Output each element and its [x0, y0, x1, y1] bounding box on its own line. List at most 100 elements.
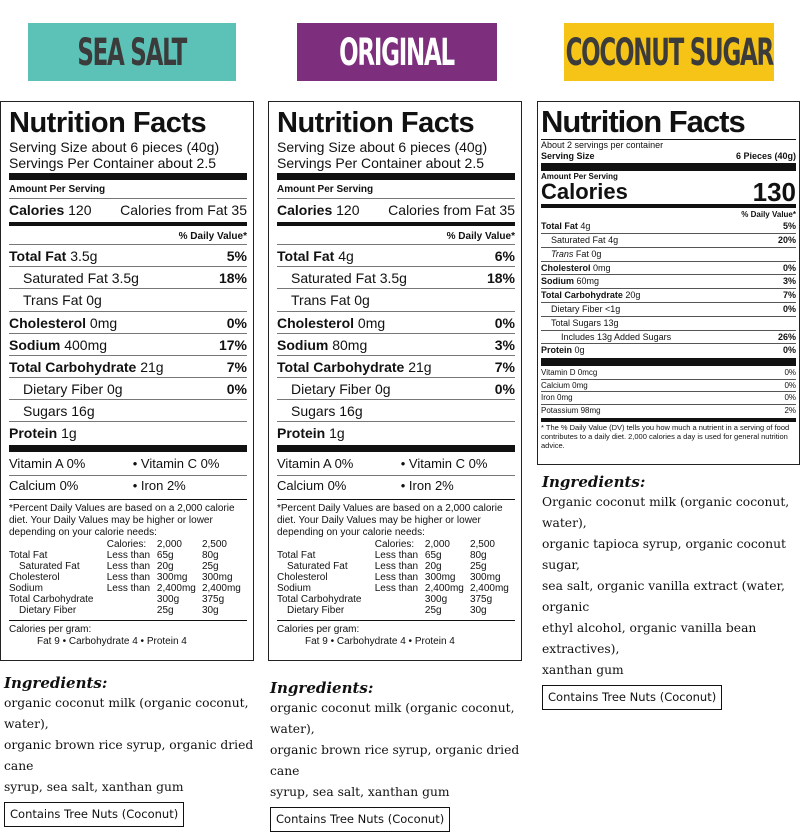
- daily-value-table-row: Calories: 2,000 2,500: [106, 539, 227, 550]
- nutrient-row: Saturated Fat 4g 20%: [541, 232, 796, 247]
- ingredients-line: organic coconut milk (organic coconut, w…: [270, 701, 515, 736]
- ingredients-title: Ingredients:: [4, 674, 108, 692]
- ingredients-line: xanthan gum: [542, 663, 624, 677]
- daily-value-table-row: Total Carbohydrate 300g 375g: [9, 594, 225, 605]
- carbohydrate-row: Total Carbohydrate 21g 7%: [9, 354, 247, 377]
- nutrition-label-coconut-sugar: Nutrition Facts About 2 servings per con…: [537, 101, 800, 465]
- ingredients-original: Ingredients: organic coconut milk (organ…: [270, 678, 530, 832]
- allergen-box: Contains Tree Nuts (Coconut): [4, 802, 185, 827]
- calories-row: Calories 120 Calories from Fat 35: [9, 197, 247, 220]
- daily-value-table: Calories: 2,000 2,500 Total Fat Less than 65g…: [277, 539, 515, 616]
- ingredients-title: Ingredients:: [542, 473, 646, 491]
- daily-value-table-row: Total Carbohydrate 300g 375g: [277, 594, 493, 605]
- footnote: *Percent Daily Values are based on a 2,0…: [277, 503, 503, 538]
- daily-value-table-row: Saturated Fat Less than 20g 25g: [287, 561, 487, 572]
- nutrition-facts-title: Nutrition Facts: [277, 107, 475, 139]
- total-fat-row: Total Fat 4g 6%: [277, 244, 515, 266]
- ingredients-line: Organic coconut milk (organic coconut, w…: [542, 495, 790, 530]
- daily-value-table-row: Cholesterol Less than 300mg 300mg: [277, 572, 501, 583]
- serving-size: Serving Size 6 Pieces (40g): [541, 150, 796, 161]
- sugars-row: Sugars 16g: [9, 398, 247, 421]
- ingredients-line: syrup, sea salt, xanthan gum: [4, 780, 184, 794]
- banner-sea-salt: SEA SALT: [28, 23, 236, 81]
- calories-per-gram-values: Fat 9 • Carbohydrate 4 • Protein 4: [305, 636, 455, 647]
- calories-row: Calories 130: [541, 176, 796, 207]
- daily-value-table-row: Calories: 2,000 2,500: [374, 539, 495, 550]
- servings-per-container: About 2 servings per container: [541, 140, 664, 150]
- total-fat-row: Total Fat 3.5g 5%: [9, 244, 247, 266]
- nutrition-facts-title: Nutrition Facts: [9, 107, 207, 139]
- ingredients-line: sea salt, organic vanilla extract (water…: [542, 579, 785, 614]
- nutrition-label-original: Nutrition Facts Serving Size about 6 pie…: [268, 101, 522, 661]
- ingredients-line: ethyl alcohol, organic vanilla bean extr…: [542, 621, 757, 656]
- nutrient-row: Total Fat 4g 5%: [541, 221, 796, 232]
- servings-per-container: Servings Per Container about 2.5: [9, 155, 217, 172]
- nutrient-row: Protein 0g 0%: [541, 343, 796, 356]
- sugars-row: Sugars 16g: [277, 398, 515, 421]
- servings-per-container: Servings Per Container about 2.5: [277, 155, 485, 172]
- ingredients-coconut-sugar: Ingredients: Organic coconut milk (organ…: [542, 472, 800, 710]
- banner-original: ORIGINAL: [297, 23, 497, 81]
- daily-value-table-row: Dietary Fiber 25g 30g: [19, 605, 219, 616]
- fiber-row: Dietary Fiber 0g 0%: [9, 376, 247, 399]
- trans-fat-row: Trans Fat 0g: [9, 288, 247, 310]
- cholesterol-row: Cholesterol 0mg 0%: [9, 310, 247, 333]
- calories-row: Calories 120 Calories from Fat 35: [277, 197, 515, 220]
- daily-value-table: Calories: 2,000 2,500 Total Fat Less than 65g…: [9, 539, 247, 616]
- daily-value-table-row: Saturated Fat Less than 20g 25g: [19, 561, 219, 572]
- allergen-box: Contains Tree Nuts (Coconut): [270, 807, 451, 832]
- calories-per-gram-label: Calories per gram:: [277, 624, 360, 635]
- daily-value-header: % Daily Value*: [446, 230, 515, 242]
- saturated-fat-row: Saturated Fat 3.5g 18%: [9, 266, 247, 288]
- sodium-row: Sodium 400mg 17%: [9, 332, 247, 355]
- nutrient-row: Total Carbohydrate 20g 7%: [541, 288, 796, 301]
- cholesterol-row: Cholesterol 0mg 0%: [277, 310, 515, 333]
- vitamin-row: Potassium 98mg 2%: [541, 403, 796, 415]
- ingredients-title: Ingredients:: [270, 679, 374, 697]
- nutrient-row: Cholesterol 0mg 0%: [541, 260, 796, 273]
- calories-per-gram-values: Fat 9 • Carbohydrate 4 • Protein 4: [37, 636, 187, 647]
- saturated-fat-row: Saturated Fat 3.5g 18%: [277, 266, 515, 288]
- serving-size: Serving Size about 6 pieces (40g): [277, 139, 488, 155]
- nutrient-row: Total Sugars 13g: [541, 315, 796, 330]
- carbohydrate-row: Total Carbohydrate 21g 7%: [277, 354, 515, 377]
- nutrient-row: Includes 13g Added Sugars 26%: [541, 329, 796, 344]
- daily-value-table-row: Cholesterol Less than 300mg 300mg: [9, 572, 233, 583]
- ingredients-line: organic brown rice syrup, organic dried …: [270, 743, 520, 778]
- vitamin-row: Calcium 0mg 0%: [541, 378, 796, 390]
- footnote: *Percent Daily Values are based on a 2,0…: [9, 503, 235, 538]
- ingredients-sea-salt: Ingredients: organic coconut milk (organ…: [4, 673, 264, 827]
- serving-size: Serving Size about 6 pieces (40g): [9, 139, 220, 155]
- ingredients-line: organic coconut milk (organic coconut, w…: [4, 696, 249, 731]
- amount-per-serving: Amount Per Serving: [277, 184, 374, 196]
- vitamins-row-1: Vitamin A 0% • Vitamin C 0%: [9, 456, 220, 472]
- protein-row: Protein 1g: [277, 421, 515, 443]
- daily-value-table-row: Dietary Fiber 25g 30g: [287, 605, 487, 616]
- vitamin-row: Vitamin D 0mcg 0%: [541, 368, 796, 378]
- vitamins-row-2: Calcium 0% • Iron 2%: [277, 475, 515, 497]
- nutrition-label-sea-salt: Nutrition Facts Serving Size about 6 pie…: [0, 101, 254, 661]
- nutrient-row: Sodium 60mg 3%: [541, 274, 796, 287]
- ingredients-line: organic tapioca syrup, organic coconut s…: [542, 537, 786, 572]
- nutrient-row: Trans Fat 0g: [541, 246, 796, 261]
- vitamins-row-2: Calcium 0% • Iron 2%: [9, 475, 247, 497]
- sodium-row: Sodium 80mg 3%: [277, 332, 515, 355]
- daily-value-table-row: Total Fat Less than 65g 80g: [9, 550, 219, 561]
- calories-per-gram-label: Calories per gram:: [9, 624, 92, 635]
- ingredients-line: organic brown rice syrup, organic dried …: [4, 738, 254, 773]
- vitamin-row: Iron 0mg 0%: [541, 391, 796, 403]
- nutrition-facts-title: Nutrition Facts: [541, 104, 746, 139]
- footnote: * The % Daily Value (DV) tells you how m…: [541, 422, 790, 450]
- allergen-box: Contains Tree Nuts (Coconut): [542, 685, 723, 710]
- amount-per-serving: Amount Per Serving: [9, 184, 106, 196]
- daily-value-table-row: Sodium Less than 2,400mg 2,400mg: [277, 583, 509, 594]
- banner-coconut-sugar: COCONUT SUGAR: [564, 23, 774, 81]
- fiber-row: Dietary Fiber 0g 0%: [277, 376, 515, 399]
- daily-value-table-row: Total Fat Less than 65g 80g: [277, 550, 487, 561]
- ingredients-line: syrup, sea salt, xanthan gum: [270, 785, 450, 799]
- daily-value-table-row: Sodium Less than 2,400mg 2,400mg: [9, 583, 241, 594]
- protein-row: Protein 1g: [9, 421, 247, 443]
- amount-per-serving: Amount Per Serving: [541, 171, 618, 181]
- trans-fat-row: Trans Fat 0g: [277, 288, 515, 310]
- vitamins-row-1: Vitamin A 0% • Vitamin C 0%: [277, 456, 488, 472]
